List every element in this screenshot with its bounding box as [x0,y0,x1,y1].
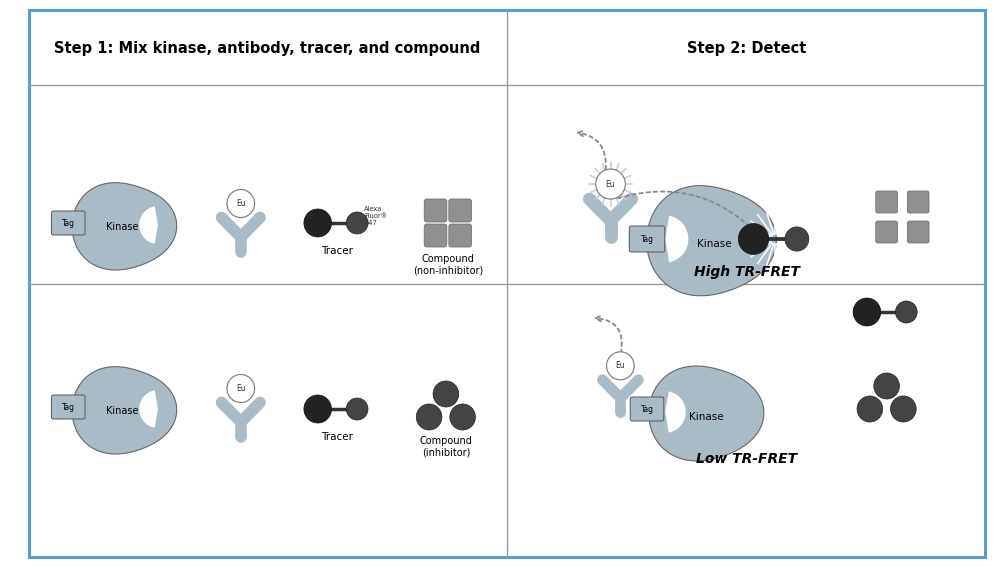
Text: Step 1: Mix kinase, antibody, tracer, and compound: Step 1: Mix kinase, antibody, tracer, an… [54,40,481,56]
Polygon shape [647,185,776,296]
Wedge shape [139,206,158,244]
Circle shape [895,301,917,323]
Polygon shape [72,367,177,454]
Wedge shape [665,391,686,433]
Circle shape [416,404,442,430]
Text: Tag: Tag [62,403,75,412]
Circle shape [785,227,809,251]
FancyBboxPatch shape [424,199,447,222]
Polygon shape [649,366,764,461]
Text: Tracer: Tracer [321,432,353,442]
Text: Step 2: Detect: Step 2: Detect [687,40,806,56]
FancyBboxPatch shape [29,10,985,557]
Text: Kinase: Kinase [689,412,723,422]
Circle shape [227,374,255,403]
FancyBboxPatch shape [876,191,897,213]
Circle shape [857,396,883,422]
FancyBboxPatch shape [449,224,472,247]
FancyBboxPatch shape [449,199,472,222]
Text: Alexa
Fluor®
647: Alexa Fluor® 647 [364,206,387,226]
Text: Tag: Tag [62,218,75,227]
Text: Kinase: Kinase [106,222,139,232]
Text: Compound
(inhibitor): Compound (inhibitor) [419,436,472,458]
Text: Tag: Tag [641,404,654,413]
Text: Tag: Tag [641,235,654,243]
FancyBboxPatch shape [907,221,929,243]
Circle shape [891,396,916,422]
FancyBboxPatch shape [630,397,664,421]
FancyBboxPatch shape [629,226,665,252]
Circle shape [596,169,625,199]
FancyBboxPatch shape [424,224,447,247]
Circle shape [304,209,332,237]
Circle shape [304,395,332,423]
Circle shape [346,398,368,420]
Text: Low TR-FRET: Low TR-FRET [696,452,797,466]
Circle shape [607,352,634,380]
Circle shape [874,373,899,399]
Wedge shape [665,216,688,262]
Circle shape [853,298,881,326]
Text: Eu: Eu [616,361,625,370]
Text: Eu: Eu [606,180,615,189]
Circle shape [738,223,769,255]
Text: Eu: Eu [236,384,246,393]
FancyBboxPatch shape [876,221,897,243]
Text: Eu: Eu [236,199,246,208]
Text: Kinase: Kinase [697,239,731,249]
Text: Compound
(non-inhibitor): Compound (non-inhibitor) [413,254,483,276]
Wedge shape [139,390,158,428]
FancyBboxPatch shape [51,211,85,235]
Polygon shape [72,183,177,270]
Circle shape [346,212,368,234]
FancyBboxPatch shape [51,395,85,419]
Circle shape [227,189,255,218]
FancyBboxPatch shape [907,191,929,213]
Text: Kinase: Kinase [106,406,139,416]
Text: Tracer: Tracer [321,246,353,256]
Circle shape [450,404,475,430]
Circle shape [433,381,459,407]
Text: High TR-FRET: High TR-FRET [694,265,800,279]
